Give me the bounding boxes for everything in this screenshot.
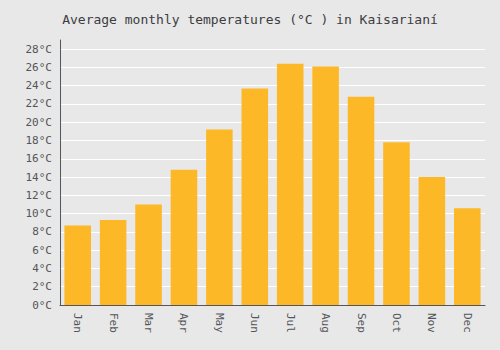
svg-text:Oct: Oct — [390, 313, 403, 333]
svg-text:4°C: 4°C — [32, 262, 52, 275]
svg-text:12°C: 12°C — [26, 189, 53, 202]
svg-text:18°C: 18°C — [26, 134, 53, 147]
svg-text:0°C: 0°C — [32, 299, 52, 312]
svg-text:26°C: 26°C — [26, 61, 53, 74]
svg-text:Nov: Nov — [425, 313, 438, 333]
svg-text:16°C: 16°C — [26, 152, 53, 165]
svg-text:Jun: Jun — [248, 313, 261, 333]
svg-text:Mar: Mar — [142, 313, 155, 333]
svg-text:8°C: 8°C — [32, 225, 52, 238]
svg-text:Jul: Jul — [284, 313, 297, 333]
svg-text:Feb: Feb — [107, 313, 120, 333]
svg-text:Average monthly temperatures (: Average monthly temperatures (°C ) in Ka… — [62, 12, 438, 27]
svg-text:Dec: Dec — [461, 313, 474, 333]
svg-text:2°C: 2°C — [32, 280, 52, 293]
svg-text:20°C: 20°C — [26, 116, 53, 129]
svg-text:Apr: Apr — [177, 313, 190, 333]
svg-text:14°C: 14°C — [26, 171, 53, 184]
svg-text:22°C: 22°C — [26, 97, 53, 110]
svg-text:Aug: Aug — [319, 313, 332, 333]
svg-text:28°C: 28°C — [26, 43, 53, 56]
svg-text:Jan: Jan — [71, 313, 84, 333]
svg-text:Sep: Sep — [355, 313, 368, 333]
svg-text:May: May — [213, 313, 226, 333]
svg-text:6°C: 6°C — [32, 244, 52, 257]
svg-text:24°C: 24°C — [26, 79, 53, 92]
svg-text:10°C: 10°C — [26, 207, 53, 220]
